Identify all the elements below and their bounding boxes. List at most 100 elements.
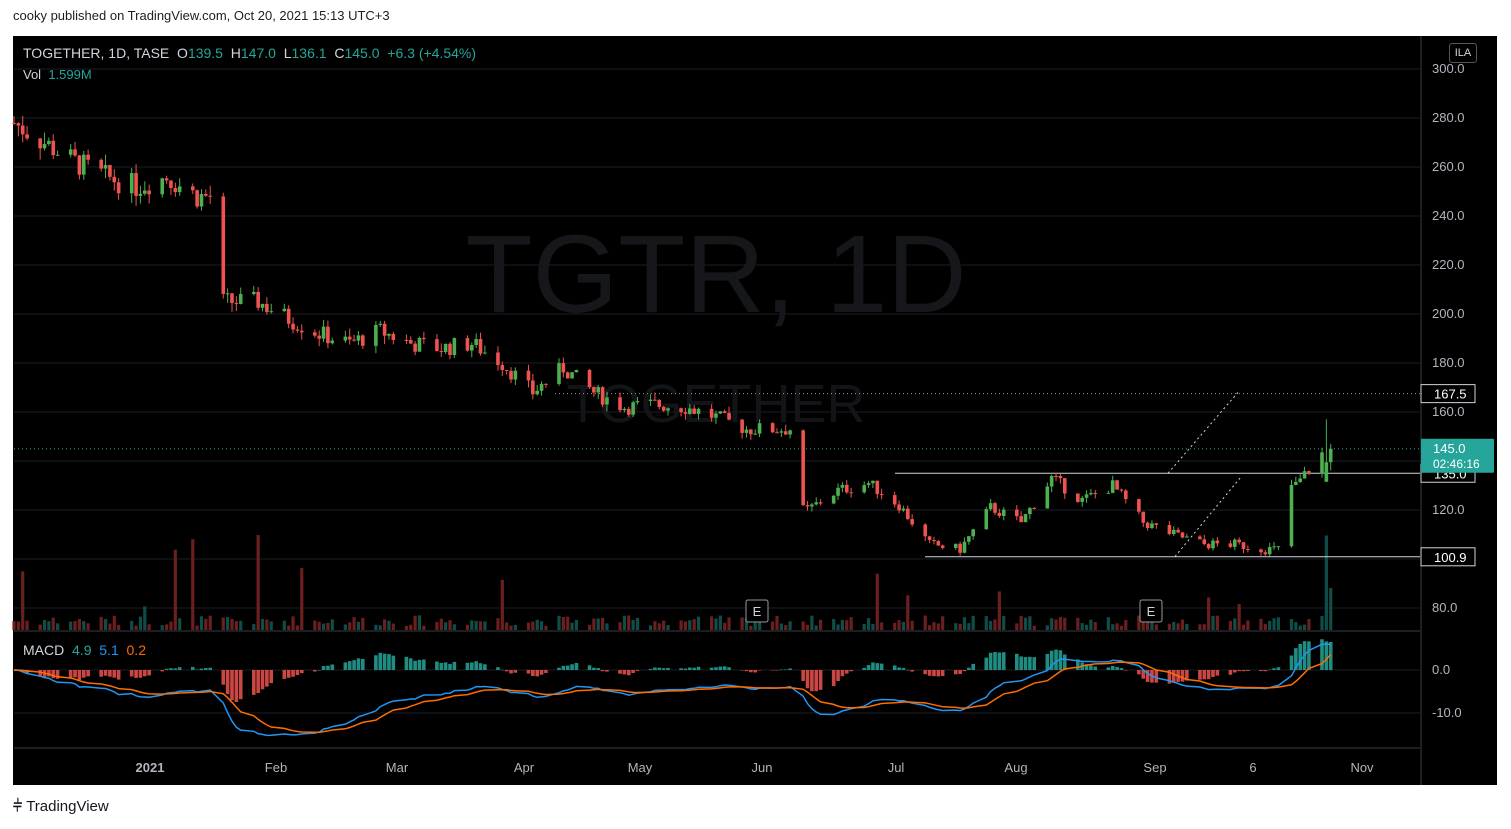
volume-bar <box>313 620 317 630</box>
volume-bar <box>875 573 879 630</box>
candle-body <box>1302 471 1307 479</box>
candle-body <box>326 326 330 344</box>
candle-body <box>1241 542 1246 549</box>
macd-histogram-bar <box>696 666 701 670</box>
candle-body <box>1167 524 1172 535</box>
macd-histogram-bar <box>714 667 718 670</box>
macd-histogram-bar <box>282 670 287 679</box>
price-tick-label: 280.0 <box>1432 110 1465 125</box>
countdown-label: 02:46:16 <box>1433 457 1480 471</box>
candle-body <box>958 543 962 553</box>
macd-label: MACD <box>23 642 65 658</box>
macd-histogram-bar <box>435 661 439 670</box>
volume-bar <box>805 624 810 630</box>
volume-bar <box>21 571 25 630</box>
volume-bar <box>648 625 653 630</box>
earnings-marker-label[interactable]: E <box>753 604 762 619</box>
volume-bar <box>256 535 260 630</box>
volume-bar <box>417 615 422 630</box>
volume-bar <box>836 624 840 630</box>
macd-histogram-bar <box>910 670 914 672</box>
macd-histogram-bar <box>1263 670 1268 672</box>
volume-bar <box>801 621 805 630</box>
volume-bar <box>971 615 975 630</box>
close-value: 145.0 <box>344 45 380 61</box>
earnings-marker[interactable] <box>745 599 769 623</box>
candle-body <box>666 408 670 411</box>
volume-bar <box>635 617 640 630</box>
volume-bar <box>910 620 914 630</box>
currency-button[interactable]: ILA <box>1449 43 1477 63</box>
macd-histogram-bar <box>967 667 971 670</box>
volume-bar <box>387 620 391 630</box>
macd-tick-label: 0.0 <box>1432 662 1450 677</box>
macd-histogram-bar <box>831 670 836 687</box>
candle-body <box>116 182 121 194</box>
candle-body <box>265 303 269 312</box>
candle-body <box>138 193 143 196</box>
macd-histogram-bar <box>923 670 928 675</box>
macd-histogram-bar <box>81 670 86 678</box>
macd-histogram-bar <box>906 669 910 671</box>
price-tick-label: 220.0 <box>1432 257 1465 272</box>
candle-body <box>177 186 182 193</box>
candle-body <box>1019 516 1023 523</box>
volume-bar <box>744 618 749 630</box>
macd-histogram-bar <box>103 670 108 676</box>
candle-body <box>814 502 819 505</box>
macd-histogram-bar <box>112 670 117 678</box>
candle-body <box>936 541 941 546</box>
macd-histogram-bar <box>299 670 304 674</box>
candle-body <box>387 333 391 336</box>
volume-bar <box>147 624 151 630</box>
candle-body <box>661 406 666 411</box>
macd-histogram-bar <box>1110 665 1115 670</box>
volume-bar <box>601 617 605 630</box>
candle-body <box>1093 493 1098 495</box>
volume-bar <box>631 619 635 630</box>
macd-histogram-bar <box>740 670 744 671</box>
volume-bar <box>1272 618 1276 630</box>
macd-histogram-bar <box>68 670 73 678</box>
macd-histogram-bar <box>195 669 199 671</box>
candle-body <box>1001 509 1006 516</box>
candle-body <box>1324 462 1329 482</box>
candle-body <box>230 293 234 303</box>
macd-histogram-bar <box>55 670 60 679</box>
legend-volume: Vol 1.599M <box>23 67 92 82</box>
last-price-label: 145.0 <box>1433 441 1466 456</box>
candle-body <box>1259 549 1263 553</box>
watermark: TGTR, 1D TOGETHER <box>465 213 966 434</box>
candle-body <box>12 122 16 124</box>
volume-bar <box>862 623 866 630</box>
volume-bar <box>866 618 871 630</box>
candle-body <box>483 352 487 354</box>
candle-body <box>199 193 204 207</box>
chart-frame[interactable] <box>13 36 1497 785</box>
earnings-marker-label[interactable]: E <box>1147 604 1156 619</box>
macd-histogram-bar <box>1141 670 1146 679</box>
macd-histogram-bar <box>513 670 518 673</box>
macd-histogram-bar <box>840 670 845 677</box>
candle-body <box>413 343 417 352</box>
candle-body <box>221 196 226 294</box>
volume-bar <box>352 617 356 630</box>
candle-body <box>879 494 884 496</box>
volume-bar <box>710 616 714 630</box>
tradingview-logo[interactable]: ⫩ TradingView <box>13 798 109 815</box>
volume-bar <box>413 615 417 630</box>
candle-body <box>1298 478 1302 482</box>
macd-histogram-bar <box>478 663 483 670</box>
volume-bar <box>1076 617 1080 630</box>
candle-body <box>361 335 365 346</box>
candle-body <box>317 335 321 339</box>
candle-body <box>906 508 910 520</box>
volume-bar <box>1089 619 1093 630</box>
volume-bar <box>1137 615 1141 630</box>
candle-body <box>526 370 531 381</box>
macd-histogram-bar <box>356 658 361 670</box>
candle-body <box>408 340 413 344</box>
volume-bar <box>958 623 962 630</box>
earnings-marker[interactable] <box>1139 599 1163 623</box>
